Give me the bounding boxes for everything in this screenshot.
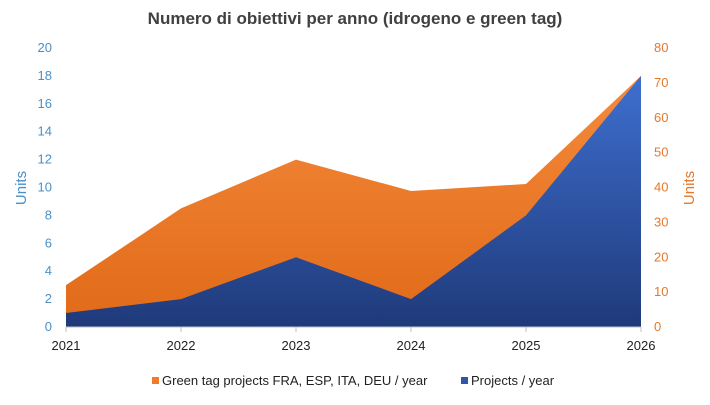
x-tick-label: 2025 <box>512 338 541 353</box>
left-axis-label: Units <box>13 171 30 205</box>
legend: Green tag projects FRA, ESP, ITA, DEU / … <box>152 373 555 388</box>
right-tick-label: 50 <box>654 145 668 160</box>
left-tick-label: 14 <box>38 124 52 139</box>
right-tick-label: 10 <box>654 284 668 299</box>
right-tick-label: 0 <box>654 319 661 334</box>
right-tick-label: 70 <box>654 75 668 90</box>
left-axis-ticks: 0 2 4 6 8 10 12 14 16 18 20 <box>38 40 52 334</box>
left-tick-label: 18 <box>38 68 52 83</box>
x-tick-label: 2024 <box>397 338 426 353</box>
legend-label-1: Projects / year <box>471 373 555 388</box>
right-tick-label: 40 <box>654 180 668 195</box>
legend-label-0: Green tag projects FRA, ESP, ITA, DEU / … <box>162 373 428 388</box>
legend-swatch-0 <box>152 377 159 384</box>
plot-areas <box>66 75 641 328</box>
x-tick-label: 2021 <box>52 338 81 353</box>
x-tick-label: 2023 <box>282 338 311 353</box>
left-tick-label: 8 <box>45 207 52 222</box>
chart-title: Numero di obiettivi per anno (idrogeno e… <box>148 9 563 28</box>
x-axis-ticks: 2021 2022 2023 2024 2025 2026 <box>52 327 656 353</box>
left-tick-label: 12 <box>38 152 52 167</box>
right-tick-label: 80 <box>654 40 668 55</box>
x-tick-label: 2026 <box>627 338 656 353</box>
right-tick-label: 30 <box>654 214 668 229</box>
area-series-1 <box>66 75 641 328</box>
legend-swatch-1 <box>461 377 468 384</box>
left-tick-label: 10 <box>38 180 52 195</box>
left-tick-label: 2 <box>45 291 52 306</box>
left-tick-label: 6 <box>45 235 52 250</box>
left-tick-label: 16 <box>38 96 52 111</box>
right-tick-label: 20 <box>654 249 668 264</box>
left-tick-label: 0 <box>45 319 52 334</box>
right-tick-label: 60 <box>654 110 668 125</box>
left-tick-label: 20 <box>38 40 52 55</box>
left-tick-label: 4 <box>45 263 52 278</box>
x-tick-label: 2022 <box>167 338 196 353</box>
right-axis-label: Units <box>681 171 698 205</box>
right-axis-ticks: 0 10 20 30 40 50 60 70 80 <box>654 40 668 334</box>
